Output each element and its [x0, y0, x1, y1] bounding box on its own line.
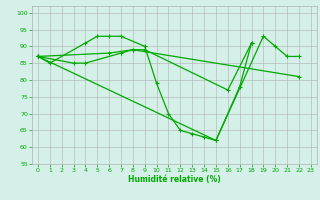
X-axis label: Humidité relative (%): Humidité relative (%): [128, 175, 221, 184]
